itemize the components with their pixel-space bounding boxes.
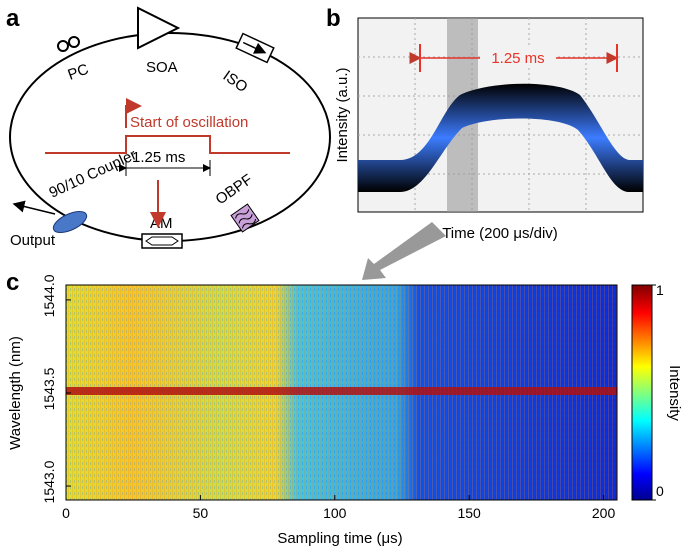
iso-label: ISO [220, 67, 251, 96]
iso-icon [235, 32, 275, 64]
span-label: 1.25 ms [491, 50, 544, 67]
pc-icon [57, 40, 69, 52]
colorbar-tick-label: 1 [656, 282, 664, 298]
panel-a: a PC SOA ISO OBPF AM 90/10 Coupler Outpu… [6, 5, 331, 249]
panel-b: b 1.25 ms Time (200 μs/div) Intensity (a… [326, 5, 644, 280]
colorbar [631, 284, 653, 501]
colorbar-label: Intensity [666, 365, 683, 421]
obpf-label: OBPF [213, 171, 256, 208]
y-tick-label: 1543.0 [41, 460, 57, 503]
panel-c: c Sampling time (μs) Wavelength (nm) Int… [6, 269, 683, 547]
panel-label: b [326, 5, 341, 32]
coupler-label: 90/10 Coupler [47, 146, 140, 201]
x-tick-label: 150 [457, 505, 481, 521]
y-tick-label: 1543.5 [41, 367, 57, 410]
pc-icon [68, 36, 80, 48]
soa-icon [137, 6, 181, 50]
output-label: Output [10, 232, 56, 249]
label-bg [480, 48, 556, 68]
am-icon [145, 236, 179, 246]
lasing-line [66, 387, 617, 395]
width-label: 1.25 ms [132, 149, 185, 166]
coupler-icon [52, 210, 88, 234]
panel-label: c [6, 269, 19, 296]
x-axis-label: Time (200 μs/div) [442, 225, 558, 242]
x-tick-label: 100 [323, 505, 347, 521]
colorbar-tick-label: 0 [656, 483, 664, 499]
waveform [358, 83, 643, 192]
x-tick-label: 200 [592, 505, 616, 521]
y-tick-label: 1544.0 [41, 274, 57, 317]
pulse [45, 135, 290, 154]
am-label: AM [150, 215, 173, 232]
link-arrow [362, 222, 446, 280]
y-axis-label: Intensity (a.u.) [334, 67, 351, 162]
x-tick-label: 50 [193, 505, 209, 521]
soa-label: SOA [146, 59, 178, 76]
x-axis-label: Sampling time (μs) [277, 530, 402, 547]
pc-label: PC [66, 61, 92, 84]
start-arrow [125, 98, 142, 128]
output-arrow [12, 200, 56, 215]
y-axis-label: Wavelength (nm) [7, 336, 24, 450]
start-label: Start of oscillation [130, 114, 248, 131]
am-icon [141, 233, 183, 249]
panel-label: a [6, 5, 20, 32]
obpf-icon [230, 203, 260, 233]
x-tick-label: 0 [62, 505, 70, 521]
